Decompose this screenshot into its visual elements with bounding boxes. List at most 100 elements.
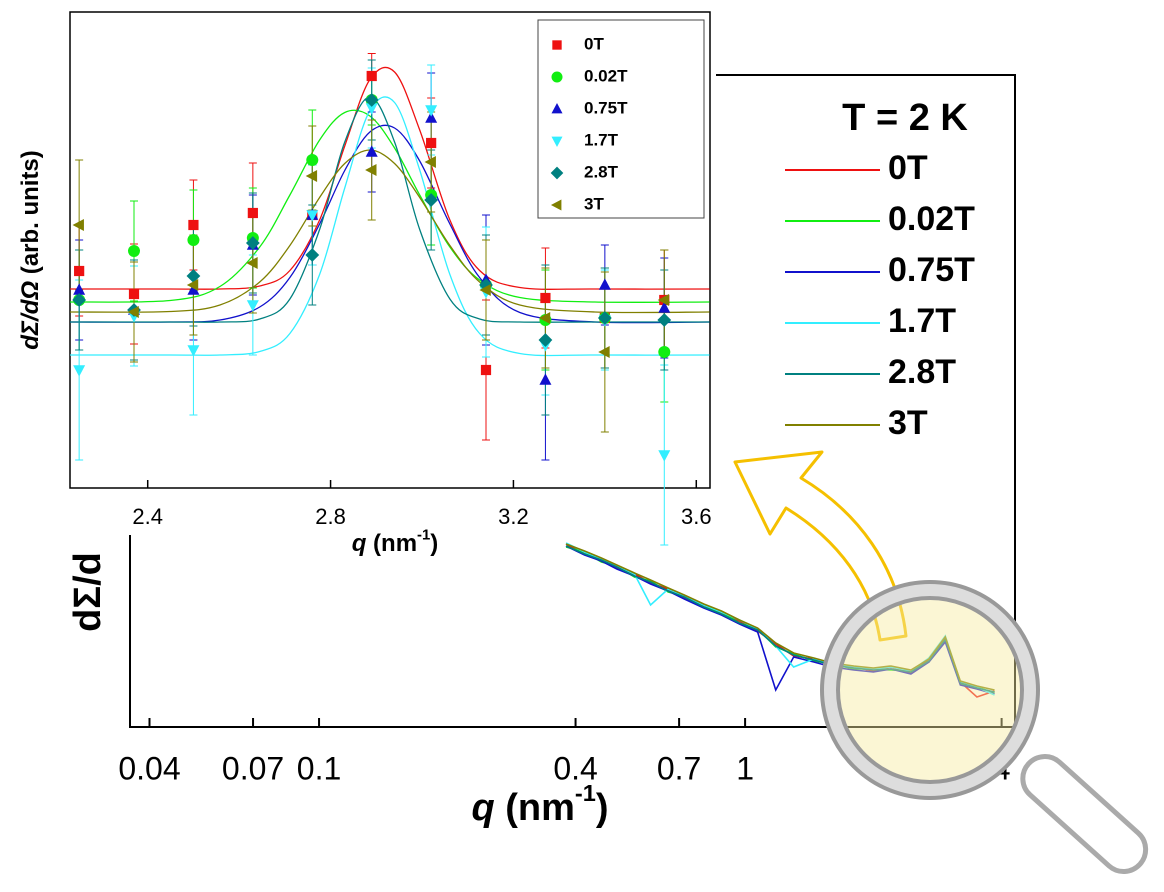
marker [187, 345, 200, 357]
x-tick-label: 3.6 [681, 504, 712, 529]
legend-marker [550, 199, 562, 211]
marker [366, 70, 377, 82]
marker [305, 170, 318, 182]
legend-label: 0.75T [584, 98, 628, 117]
y-label-unit: (arb. units) [17, 150, 44, 281]
y-axis-label: dΣ/d [67, 552, 109, 632]
marker [247, 207, 258, 219]
x-tick-label: 0.4 [553, 750, 597, 786]
marker [538, 333, 553, 347]
x-tick-label: 0.07 [222, 750, 284, 786]
marker [479, 284, 491, 296]
legend-label: 0.02T [888, 200, 975, 238]
legend-marker [551, 71, 563, 83]
x-label-exp: -1 [575, 780, 596, 806]
marker [128, 245, 140, 257]
x-tick-label: 2.4 [132, 504, 163, 529]
marker [479, 278, 493, 292]
legend-marker [552, 40, 562, 50]
legend-label: 2.8T [584, 162, 619, 181]
marker [245, 236, 260, 250]
x-axis-label: q (nm-1) [352, 527, 439, 557]
marker [246, 300, 259, 312]
marker [306, 210, 319, 222]
marker [186, 279, 199, 291]
legend-marker [551, 102, 563, 114]
legend-title: T = 2 K [842, 97, 968, 139]
fit-line [69, 124, 710, 324]
x-label-var: q [352, 530, 367, 557]
marker [365, 103, 378, 115]
legend-label: 0T [888, 149, 928, 187]
legend-box [537, 19, 705, 219]
marker [365, 164, 377, 176]
legend-label: 3T [888, 404, 928, 442]
marker [425, 105, 438, 117]
marker [540, 292, 551, 304]
marker [658, 301, 671, 313]
marker [658, 346, 671, 358]
data-line [565, 545, 995, 693]
marker [365, 145, 378, 157]
marker [187, 234, 200, 246]
marker [305, 248, 320, 262]
marker [128, 288, 140, 300]
marker [186, 269, 201, 283]
legend-label: 0.02T [584, 66, 628, 85]
marker [246, 257, 258, 269]
legend-label: 1.7T [888, 302, 956, 340]
marker [425, 111, 438, 123]
y-axis-label: dΣ/dΩ (arb. units) [17, 150, 44, 350]
marker [424, 193, 439, 207]
x-label-close: ) [430, 530, 438, 557]
marker [74, 265, 85, 277]
marker [539, 373, 552, 385]
marker [658, 450, 671, 462]
legend-marker [550, 166, 564, 180]
magnifier [733, 450, 1149, 874]
x-axis-label: q (nm-1) [471, 780, 608, 829]
x-tick-label: 0.04 [118, 750, 180, 786]
marker [598, 278, 611, 290]
lens [838, 598, 1022, 782]
marker [187, 283, 200, 295]
marker [72, 219, 84, 231]
marker [657, 294, 670, 306]
legend-label: 3T [584, 194, 604, 213]
x-tick-label: 0.7 [657, 750, 701, 786]
legend-label: 0.75T [888, 251, 975, 289]
x-tick-label: 2.8 [315, 504, 346, 529]
arrow [733, 450, 908, 642]
data-line [565, 543, 995, 691]
marker [426, 137, 437, 149]
marker [364, 93, 379, 107]
lens-rim [824, 584, 1036, 796]
x-label-unit: (nm [366, 530, 417, 557]
marker [480, 364, 492, 376]
x-tick-label: 1 [736, 750, 754, 786]
handle-body [1020, 754, 1149, 874]
marker [597, 311, 612, 325]
main-chart: 0.04 0.07 0.1 0.4 0.7 1 4q (nm-1)dΣ/d0T0.02T0.… [67, 74, 1016, 829]
x-label-exp: -1 [417, 527, 430, 543]
marker [598, 346, 610, 358]
y-label-var: dΣ/dΩ [17, 281, 44, 350]
marker [538, 312, 551, 324]
legend-label: 0T [584, 34, 604, 53]
marker [73, 283, 86, 295]
x-label-var: q [471, 787, 494, 829]
marker [127, 306, 139, 318]
marker [424, 156, 436, 168]
handle [1020, 754, 1149, 874]
plot-frame [69, 11, 711, 489]
legend-marker [551, 136, 563, 148]
marker [188, 219, 199, 231]
x-tick-label: 3.2 [498, 504, 529, 529]
x-label-unit: (nm [495, 787, 575, 829]
inset-chart: 2.4 2.8 3.2 3.6 q (nm-1) dΣ/dΩ (arb. units) 0T… [17, 11, 712, 557]
fit-line [69, 109, 710, 303]
marker [306, 154, 319, 166]
x-tick-label: 0.1 [297, 750, 341, 786]
x-label-close: ) [596, 787, 609, 829]
